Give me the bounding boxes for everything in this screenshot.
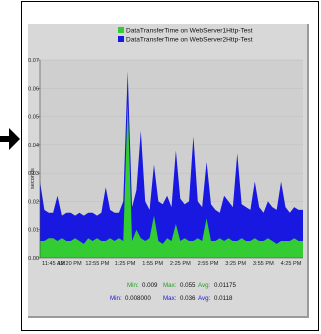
y-axis-label: seconds <box>30 168 36 189</box>
x-tick-label: 2:25 PM <box>170 261 191 267</box>
stat-max-label: Max: <box>163 282 177 289</box>
y-tick-label: 0.04 <box>28 143 39 149</box>
y-axis-ticks: 0.00 0.01 0.02 0.03 0.04 0.05 0.06 0.07 <box>28 58 40 262</box>
x-tick-label: 1:55 PM <box>142 261 163 267</box>
stats-row-1: Min: 0.009 Max: 0.055 Avg: 0.01175 <box>127 282 236 289</box>
stat-avg-label: Avg: <box>198 295 211 302</box>
stat-avg-label: Avg: <box>198 282 211 289</box>
y-tick-label: 0.01 <box>28 228 39 234</box>
x-tick-label: 1:25 PM <box>115 261 136 267</box>
stat-avg-value: 0.0118 <box>214 295 233 302</box>
arrow-right-icon <box>0 128 20 150</box>
y-tick-label: 0.03 <box>28 171 39 177</box>
legend-swatch <box>118 36 124 42</box>
x-tick-label: 12:55 PM <box>85 261 109 267</box>
x-tick-label: 3:55 PM <box>253 261 274 267</box>
stat-max-value: 0.036 <box>180 295 196 302</box>
x-tick-label: 4:25 PM <box>281 261 302 267</box>
stats-row-2: Min: 0.008000 Max: 0.036 Avg: 0.0118 <box>110 295 233 302</box>
stat-min-value: 0.008000 <box>125 295 151 302</box>
series-area-2 <box>40 71 303 258</box>
x-tick-label: 11:45 AM <box>42 261 66 267</box>
stat-min-label: Min: <box>110 295 122 302</box>
legend-swatch <box>118 27 124 33</box>
x-tick-label: 12:20 PM <box>58 261 82 267</box>
x-tick-label: 2:55 PM <box>198 261 219 267</box>
y-tick-label: 0.07 <box>28 58 39 64</box>
y-tick-label: 0.05 <box>28 115 39 121</box>
legend: DataTransferTime on WebServer1Http-Test … <box>118 27 253 44</box>
stat-max-value: 0.055 <box>180 282 196 289</box>
y-tick-label: 0.06 <box>28 86 39 92</box>
stat-avg-value: 0.01175 <box>214 282 236 289</box>
stat-min-label: Min: <box>127 282 139 289</box>
y-tick-label: 0.02 <box>28 199 39 205</box>
gridlines <box>40 59 303 230</box>
stat-max-label: Max: <box>163 295 177 302</box>
legend-label: DataTransferTime on WebServer1Http-Test <box>126 28 253 35</box>
stat-min-value: 0.009 <box>142 282 158 289</box>
plot-series <box>40 71 303 259</box>
series-area-1 <box>40 102 303 259</box>
y-tick-label: 0.00 <box>28 256 39 262</box>
legend-label: DataTransferTime on WebServer2Http-Test <box>126 37 253 44</box>
x-tick-label: 3:25 PM <box>225 261 246 267</box>
